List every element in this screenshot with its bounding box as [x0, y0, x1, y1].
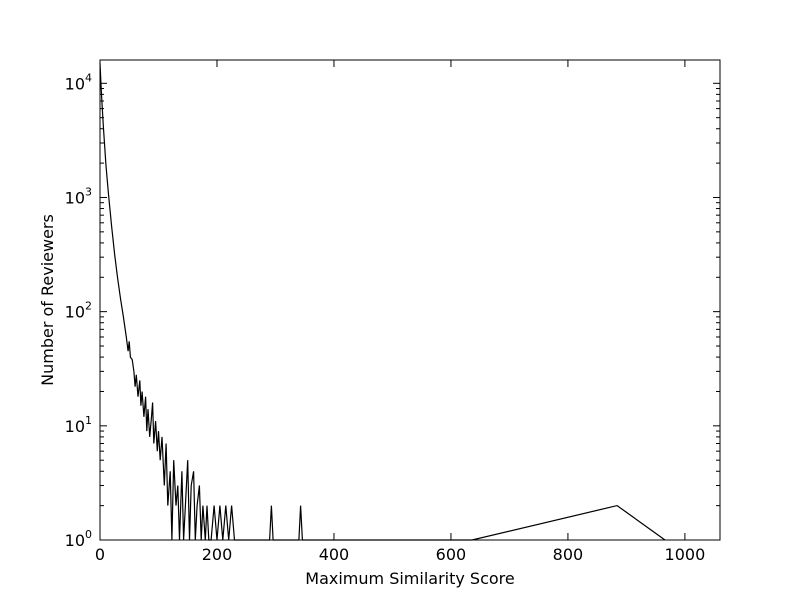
x-tick-label: 600	[436, 545, 467, 564]
y-axis-label: Number of Reviewers	[38, 214, 57, 386]
x-tick-label: 1000	[665, 545, 706, 564]
y-tick-label: 103	[65, 185, 92, 207]
y-tick-label: 101	[65, 414, 92, 436]
plot-area	[99, 59, 721, 541]
ticks-layer	[99, 60, 720, 541]
x-tick-label: 400	[319, 545, 350, 564]
x-tick-labels: 0 200 400 600 800 1000	[95, 545, 705, 564]
y-tick-labels: 100 101 102 103 104	[65, 71, 92, 550]
series-line	[99, 63, 666, 541]
x-tick-label: 200	[202, 545, 233, 564]
y-tick-label: 104	[65, 71, 92, 93]
y-tick-label: 102	[65, 300, 92, 322]
x-axis-label: Maximum Similarity Score	[305, 569, 514, 588]
x-tick-label: 0	[95, 545, 105, 564]
x-tick-label: 800	[553, 545, 584, 564]
y-tick-label: 100	[65, 528, 92, 550]
